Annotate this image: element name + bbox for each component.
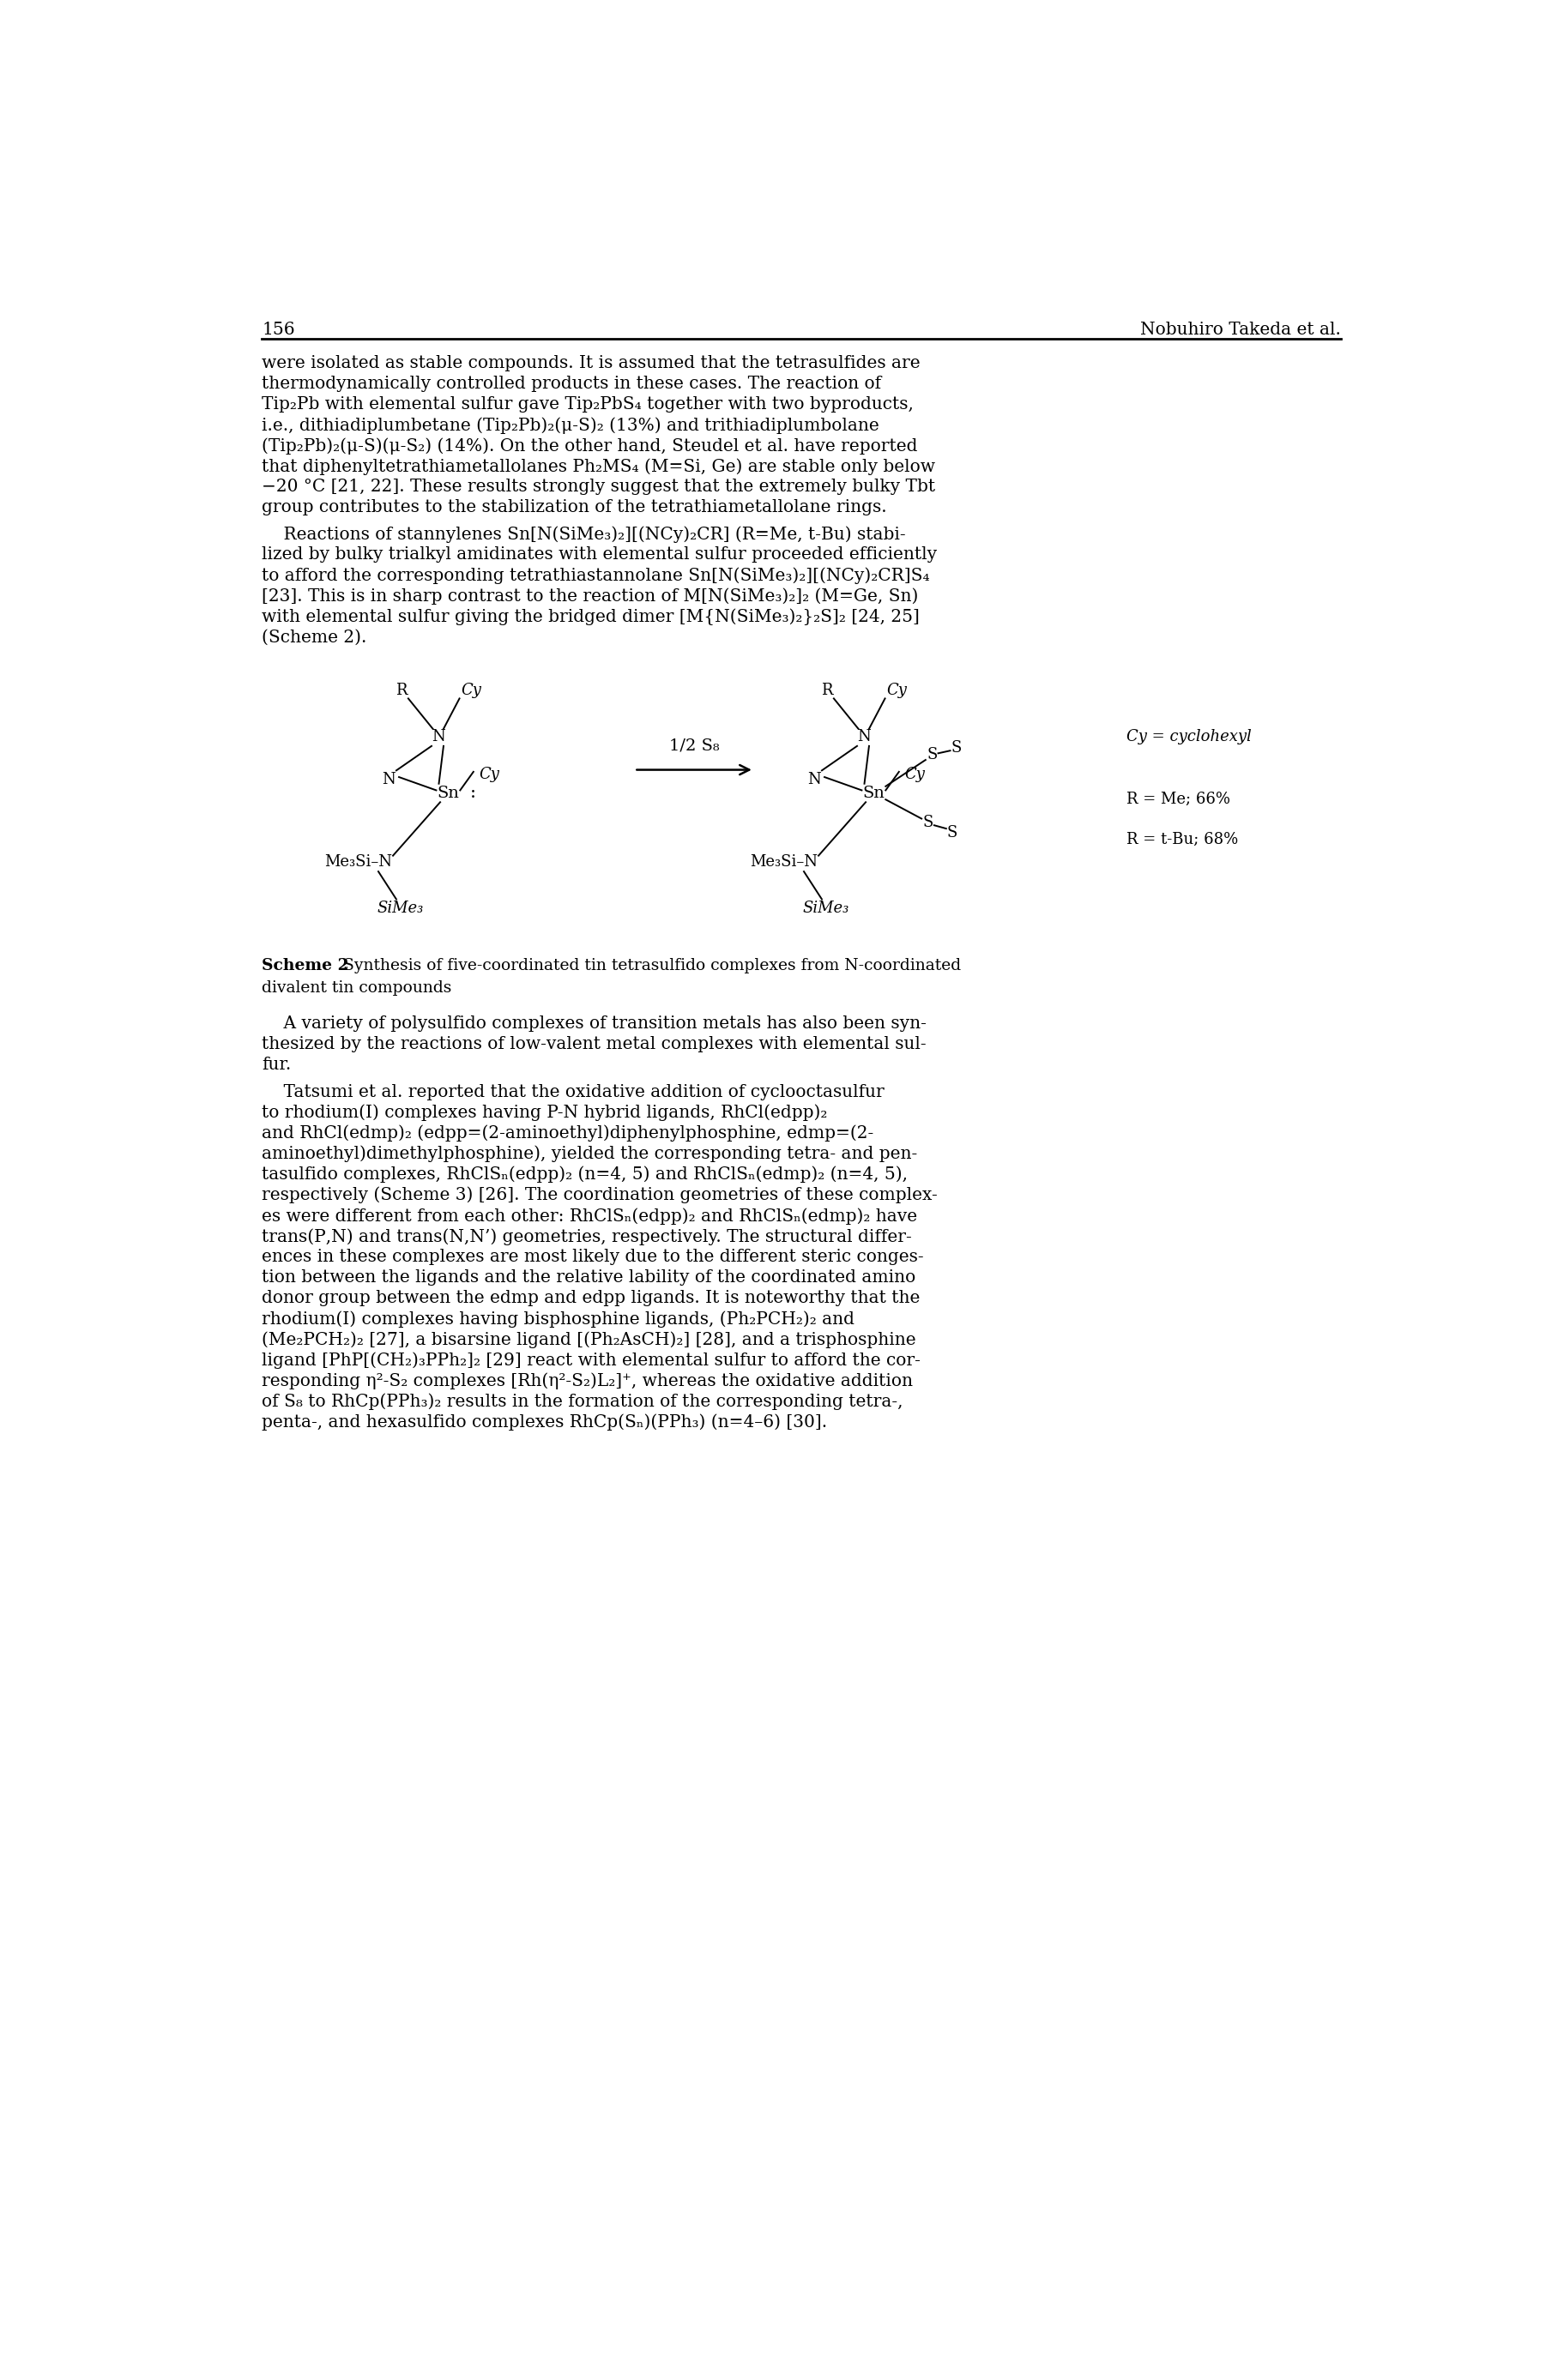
Text: R: R — [396, 683, 407, 697]
Text: ligand [PhP[(CH₂)₃PPh₂]₂ [29] react with elemental sulfur to afford the cor-: ligand [PhP[(CH₂)₃PPh₂]₂ [29] react with… — [263, 1352, 921, 1368]
Text: R: R — [821, 683, 834, 697]
Text: were isolated as stable compounds. It is assumed that the tetrasulfides are: were isolated as stable compounds. It is… — [263, 355, 921, 371]
Text: Cy: Cy — [904, 766, 926, 783]
Text: (Me₂PCH₂)₂ [27], a bisarsine ligand [(Ph₂AsCH)₂] [28], and a trisphosphine: (Me₂PCH₂)₂ [27], a bisarsine ligand [(Ph… — [263, 1330, 917, 1347]
Text: thermodynamically controlled products in these cases. The reaction of: thermodynamically controlled products in… — [263, 376, 882, 393]
Text: es were different from each other: RhClSₙ(edpp)₂ and RhClSₙ(edmp)₂ have: es were different from each other: RhClS… — [263, 1207, 918, 1223]
Text: Me₃Si–N: Me₃Si–N — [751, 854, 818, 871]
Text: Sn: Sn — [863, 785, 885, 800]
Text: donor group between the edmp and edpp ligands. It is noteworthy that the: donor group between the edmp and edpp li… — [263, 1290, 920, 1307]
Text: (Tip₂Pb)₂(μ-S)(μ-S₂) (14%). On the other hand, Steudel et al. have reported: (Tip₂Pb)₂(μ-S)(μ-S₂) (14%). On the other… — [263, 438, 918, 455]
Text: group contributes to the stabilization of the tetrathiametallolane rings.: group contributes to the stabilization o… — [263, 500, 887, 516]
Text: ences in these complexes are most likely due to the different steric conges-: ences in these complexes are most likely… — [263, 1250, 924, 1266]
Text: SiMe₃: SiMe₃ — [802, 900, 849, 916]
Text: R = Me; 66%: R = Me; 66% — [1126, 793, 1231, 807]
Text: trans(⁠P⁠,⁠N⁠) and trans(⁠N⁠,⁠N⁠’) geometries, respectively. The structural diff: trans(⁠P⁠,⁠N⁠) and trans(⁠N⁠,⁠N⁠’) geome… — [263, 1228, 912, 1245]
Text: Synthesis of five-coordinated tin tetrasulfido complexes from N-coordinated: Synthesis of five-coordinated tin tetras… — [338, 959, 962, 973]
Text: responding η²-S₂ complexes [Rh(η²-S₂)L₂]⁺, whereas the oxidative addition: responding η²-S₂ complexes [Rh(η²-S₂)L₂]… — [263, 1373, 913, 1390]
Text: Reactions of stannylenes Sn[N(SiMe₃)₂][(NCy)₂CR] (R=Me, t-Bu) stabi-: Reactions of stannylenes Sn[N(SiMe₃)₂][(… — [263, 526, 906, 543]
Text: divalent tin compounds: divalent tin compounds — [263, 981, 452, 997]
Text: to rhodium(I) complexes having P-N hybrid ligands, RhCl(edpp)₂: to rhodium(I) complexes having P-N hybri… — [263, 1104, 827, 1121]
Text: that diphenyltetrathiametallolanes Ph₂MS₄ (M=Si, Ge) are stable only below: that diphenyltetrathiametallolanes Ph₂MS… — [263, 457, 935, 476]
Text: to afford the corresponding tetrathiastannolane Sn[N(SiMe₃)₂][(NCy)₂CR]S₄: to afford the corresponding tetrathiasta… — [263, 566, 931, 583]
Text: A variety of polysulfido complexes of transition metals has also been syn-: A variety of polysulfido complexes of tr… — [263, 1016, 927, 1033]
Text: N: N — [432, 728, 444, 745]
Text: tasulfido complexes, RhClSₙ(edpp)₂ (⁠n⁠=4, 5) and RhClSₙ(edmp)₂ (⁠n⁠=4, 5),: tasulfido complexes, RhClSₙ(edpp)₂ (⁠n⁠=… — [263, 1166, 909, 1183]
Text: S: S — [927, 747, 937, 762]
Text: Nobuhiro Takeda et al.: Nobuhiro Takeda et al. — [1140, 321, 1340, 338]
Text: Cy = cyclohexyl: Cy = cyclohexyl — [1126, 728, 1251, 745]
Text: rhodium(I) complexes having bisphosphine ligands, (Ph₂PCH₂)₂ and: rhodium(I) complexes having bisphosphine… — [263, 1311, 856, 1328]
Text: :: : — [471, 785, 477, 802]
Text: [23]. This is in sharp contrast to the reaction of M[N(SiMe₃)₂]₂ (M=Ge, Sn): [23]. This is in sharp contrast to the r… — [263, 588, 918, 605]
Text: Sn: Sn — [436, 785, 460, 800]
Text: Me₃Si–N: Me₃Si–N — [324, 854, 393, 871]
Text: of S₈ to RhCp(PPh₃)₂ results in the formation of the corresponding tetra-,: of S₈ to RhCp(PPh₃)₂ results in the form… — [263, 1392, 904, 1409]
Text: Cy: Cy — [479, 766, 499, 783]
Text: S: S — [951, 740, 962, 757]
Text: Cy: Cy — [887, 683, 907, 697]
Text: N: N — [807, 771, 821, 788]
Text: lized by bulky trialkyl amidinates with elemental sulfur proceeded efficiently: lized by bulky trialkyl amidinates with … — [263, 547, 937, 564]
Text: S: S — [946, 826, 957, 840]
Text: S: S — [923, 814, 934, 831]
Text: SiMe₃: SiMe₃ — [377, 900, 424, 916]
Text: tion between the ligands and the relative lability of the coordinated amino: tion between the ligands and the relativ… — [263, 1269, 917, 1285]
Text: and RhCl(edmp)₂ (edpp=(2-aminoethyl)diphenylphosphine, edmp=(2-: and RhCl(edmp)₂ (edpp=(2-aminoethyl)diph… — [263, 1126, 874, 1142]
Text: N: N — [857, 728, 871, 745]
Text: 1/2 S₈: 1/2 S₈ — [669, 738, 719, 754]
Text: with elemental sulfur giving the bridged dimer [M{N(SiMe₃)₂}₂S]₂ [24, 25]: with elemental sulfur giving the bridged… — [263, 609, 920, 626]
Text: Tatsumi et al. reported that the oxidative addition of cyclooctasulfur: Tatsumi et al. reported that the oxidati… — [263, 1083, 885, 1100]
Text: fur.: fur. — [263, 1057, 291, 1073]
Text: penta-, and hexasulfido complexes RhCp(Sₙ)(PPh₃) (⁠n⁠=4–6) [30].: penta-, and hexasulfido complexes RhCp(S… — [263, 1414, 827, 1430]
Text: (Scheme 2).: (Scheme 2). — [263, 628, 368, 645]
Text: Cy: Cy — [461, 683, 482, 697]
Text: aminoethyl)dimethylphosphine), yielded the corresponding tetra- and pen-: aminoethyl)dimethylphosphine), yielded t… — [263, 1145, 918, 1161]
Text: respectively (Scheme 3) [26]. The coordination geometries of these complex-: respectively (Scheme 3) [26]. The coordi… — [263, 1188, 938, 1204]
Text: Tip₂Pb with elemental sulfur gave Tip₂PbS₄ together with two byproducts,: Tip₂Pb with elemental sulfur gave Tip₂Pb… — [263, 395, 913, 412]
Text: i.e., dithiadiplumbetane (Tip₂Pb)₂(μ-S)₂ (13%) and trithiadiplumbolane: i.e., dithiadiplumbetane (Tip₂Pb)₂(μ-S)₂… — [263, 416, 879, 433]
Text: Scheme 2: Scheme 2 — [263, 959, 349, 973]
Text: thesized by the reactions of low-valent metal complexes with elemental sul-: thesized by the reactions of low-valent … — [263, 1035, 926, 1052]
Text: −20 °C [21, 22]. These results strongly suggest that the extremely bulky Tbt: −20 °C [21, 22]. These results strongly … — [263, 478, 935, 495]
Text: R = ⁠t⁠-Bu; 68%: R = ⁠t⁠-Bu; 68% — [1126, 831, 1239, 847]
Text: 156: 156 — [263, 321, 296, 338]
Text: N: N — [382, 771, 396, 788]
